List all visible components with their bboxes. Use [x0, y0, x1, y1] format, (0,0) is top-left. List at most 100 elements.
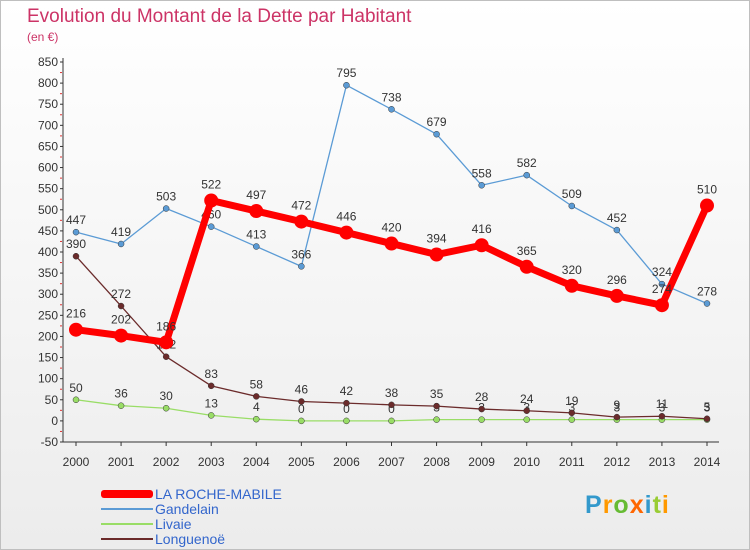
data-point: [72, 228, 80, 236]
data-point: [72, 252, 80, 260]
x-tick-label: 2003: [198, 455, 225, 469]
data-label: 5: [704, 400, 711, 414]
data-label: 13: [205, 396, 219, 410]
legend-swatch: [101, 508, 153, 510]
data-label: 274: [652, 282, 672, 296]
data-point: [298, 263, 305, 270]
data-label: 36: [114, 387, 128, 401]
data-point: [433, 402, 440, 410]
logo-letter: o: [613, 491, 630, 519]
y-tick-label: 400: [38, 245, 58, 259]
data-label: 419: [111, 225, 131, 239]
data-label: 452: [607, 211, 627, 225]
data-point: [253, 415, 260, 423]
data-point: [523, 416, 530, 423]
x-tick-label: 2001: [108, 455, 135, 469]
x-tick-label: 2012: [604, 455, 631, 469]
data-label: 522: [201, 177, 221, 191]
data-point: [478, 182, 485, 189]
data-label: 795: [336, 66, 356, 80]
data-label: 510: [697, 183, 717, 197]
data-point: [117, 302, 125, 310]
logo-letter: i: [661, 491, 670, 519]
data-point: [700, 198, 714, 213]
y-tick-label: -50: [41, 435, 59, 449]
data-label: 365: [517, 244, 537, 258]
data-label: 416: [472, 222, 492, 236]
data-point: [658, 280, 666, 288]
data-point: [519, 259, 534, 274]
logo-letter: r: [602, 491, 614, 519]
data-point: [478, 416, 485, 423]
y-tick-label: 650: [38, 139, 58, 153]
data-label: 11: [656, 397, 669, 411]
x-tick-label: 2004: [243, 455, 270, 469]
data-point: [69, 322, 83, 337]
data-point: [654, 298, 669, 313]
data-point: [298, 398, 305, 405]
y-tick-label: 450: [38, 224, 58, 238]
legend-label: Livaie: [155, 516, 192, 532]
data-label: 186: [156, 319, 176, 333]
y-tick-label: 350: [38, 266, 58, 280]
data-point: [339, 225, 354, 240]
legend-label: LA ROCHE-MABILE: [155, 486, 282, 502]
data-point: [159, 335, 174, 350]
x-tick-label: 2009: [468, 455, 495, 469]
y-tick-label: 800: [38, 76, 58, 90]
data-label: 738: [381, 90, 401, 104]
data-point: [162, 353, 170, 360]
logo-letter: t: [652, 491, 662, 519]
data-label: 0: [388, 402, 395, 416]
data-label: 472: [291, 199, 311, 213]
y-tick-label: 500: [38, 203, 58, 217]
data-label: 24: [520, 392, 534, 406]
x-tick-label: 2013: [649, 455, 676, 469]
data-label: 558: [472, 166, 492, 180]
data-label: 58: [250, 377, 264, 391]
data-point: [249, 204, 264, 219]
data-label: 296: [607, 273, 627, 287]
x-tick-label: 2011: [559, 455, 585, 469]
y-tick-label: 550: [38, 182, 58, 196]
data-point: [294, 214, 309, 229]
x-tick-label: 2006: [333, 455, 360, 469]
data-label: 320: [562, 263, 582, 277]
y-tick-label: 700: [38, 118, 58, 132]
series-livaie: 5036301340003333333: [69, 381, 711, 425]
data-label: 35: [430, 387, 444, 401]
y-tick-label: 850: [38, 55, 58, 69]
data-point: [117, 402, 125, 409]
series-la-roche-mabile: 216 202 186 522 497 472 446 420 394 416 365 320 296 2…: [66, 177, 717, 350]
data-point: [703, 415, 711, 423]
y-tick-label: 600: [38, 161, 58, 175]
data-label: 509: [562, 187, 582, 201]
x-tick-label: 2005: [288, 455, 315, 469]
x-tick-label: 2000: [63, 455, 90, 469]
data-label: 446: [336, 210, 356, 224]
data-point: [114, 328, 129, 343]
logo-letter: x: [629, 491, 645, 519]
data-point: [658, 412, 666, 420]
y-tick-label: 250: [38, 308, 58, 322]
data-point: [429, 247, 444, 262]
data-label: 28: [475, 390, 489, 404]
y-tick-label: 300: [38, 287, 58, 301]
legend-label: Longuenoë: [155, 531, 226, 547]
data-label: 38: [385, 386, 399, 400]
data-point: [343, 417, 350, 425]
data-point: [253, 393, 260, 400]
y-tick-label: 150: [38, 351, 58, 365]
data-point: [433, 416, 440, 423]
data-label: 0: [298, 402, 305, 416]
data-label: 216: [66, 307, 86, 321]
axes: -500501001502002503003504004505005506006…: [38, 55, 721, 469]
data-point: [204, 193, 219, 208]
data-point: [162, 404, 170, 412]
data-point: [298, 417, 305, 425]
data-point: [433, 130, 440, 138]
data-point: [613, 413, 621, 421]
data-label: 497: [246, 188, 266, 202]
